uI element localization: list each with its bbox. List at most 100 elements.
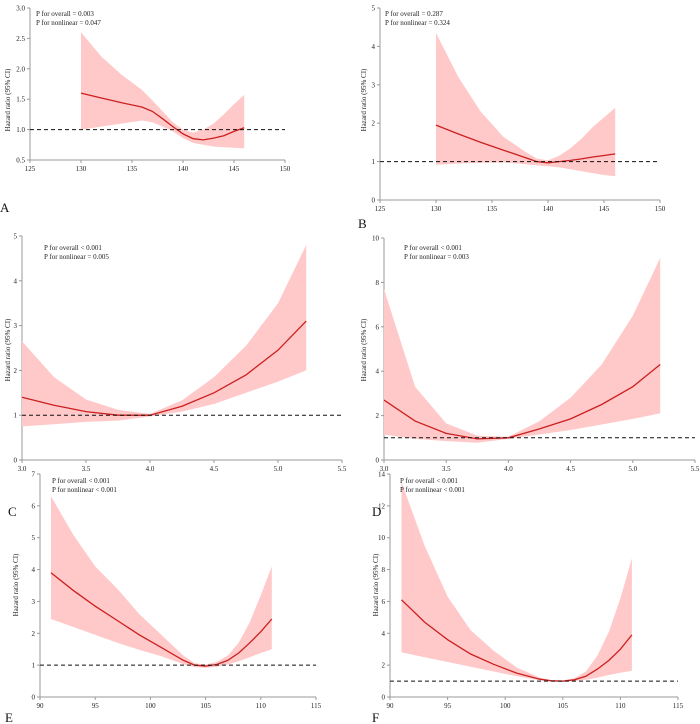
x-tick-label: 4.0	[146, 465, 155, 473]
y-tick-label: 2.5	[16, 35, 25, 43]
p-overall-label: P for overall < 0.001	[44, 244, 102, 252]
y-tick-label: 1	[32, 662, 36, 670]
y-tick-label: 6	[32, 502, 36, 510]
y-tick-label: 0	[14, 457, 18, 465]
x-tick-label: 150	[280, 165, 291, 173]
y-tick-label: 8	[382, 566, 386, 574]
confidence-band	[436, 33, 616, 177]
x-tick-label: 110	[615, 702, 626, 710]
y-tick-label: 3	[372, 81, 376, 89]
x-tick-label: 135	[127, 165, 138, 173]
x-tick-label: 5.5	[691, 465, 700, 473]
panel-a: 0.5 1.0 1.5 2.0 2.5 3.0 125 130 135 140 145 150 Haza…	[0, 5, 291, 216]
x-tick-label: 95	[444, 702, 452, 710]
x-tick-label: 4.5	[210, 465, 219, 473]
y-axis-label: Hazard ratio (95% CI)	[360, 318, 368, 381]
y-tick-label: 5	[14, 233, 18, 241]
x-tick-label: 130	[431, 205, 442, 213]
x-tick-label: 140	[543, 205, 554, 213]
x-tick-label: 115	[673, 702, 684, 710]
x-tick-label: 4.0	[504, 465, 513, 473]
x-tick-label: 100	[145, 702, 156, 710]
y-tick-label: 4	[382, 630, 386, 638]
p-nonlinear-label: P for nonlinear < 0.001	[52, 486, 117, 494]
x-tick-label: 95	[92, 702, 100, 710]
y-tick-label: 3.0	[16, 5, 25, 13]
y-axis-label: Hazard ratio (95% CI)	[372, 553, 380, 616]
confidence-band	[22, 245, 307, 427]
y-tick-label: 10	[378, 534, 386, 542]
p-nonlinear-label: P for nonlinear = 0.003	[404, 253, 469, 261]
panel-letter: F	[372, 710, 379, 724]
x-tick-label: 110	[256, 702, 267, 710]
y-tick-label: 2.0	[16, 65, 25, 73]
y-tick-label: 7	[32, 471, 36, 479]
p-nonlinear-label: P for nonlinear = 0.047	[36, 19, 101, 27]
x-tick-label: 115	[311, 702, 322, 710]
x-tick-label: 105	[558, 702, 569, 710]
y-tick-label: 4	[14, 277, 18, 285]
p-overall-label: P for overall < 0.001	[52, 477, 110, 485]
y-tick-label: 0	[372, 197, 376, 205]
y-tick-label: 6	[382, 598, 386, 606]
y-tick-label: 2	[14, 367, 18, 375]
hazard-ratio-line	[383, 363, 661, 440]
x-tick-label: 150	[655, 205, 666, 213]
x-tick-label: 90	[37, 702, 45, 710]
p-overall-label: P for overall < 0.001	[404, 244, 462, 252]
y-axis-label: Hazard ratio (95% CI)	[4, 318, 12, 381]
y-tick-label: 0	[376, 457, 380, 465]
panel-b: 0 1 2 3 4 5 125 130 135 140 145 150 Hazard ratio (95…	[358, 5, 666, 232]
y-axis-label: Hazard ratio (95% CI)	[4, 68, 12, 131]
x-tick-label: 100	[500, 702, 511, 710]
x-tick-label: 90	[387, 702, 395, 710]
panel-f: 0 2 4 6 8 10 12 14 90 95 100 105 110 115 Hazard ratio …	[372, 471, 684, 724]
p-overall-label: P for overall = 0.003	[36, 10, 94, 18]
panel-letter: D	[372, 504, 381, 519]
x-tick-label: 5.0	[274, 465, 283, 473]
y-tick-label: 2	[382, 662, 386, 670]
y-tick-label: 6	[376, 323, 380, 331]
panel-c: 0 1 2 3 4 5 3.0 3.5 4.0 4.5 5.0 5.5 Hazard ratio (95…	[4, 233, 347, 520]
p-nonlinear-label: P for nonlinear < 0.001	[400, 486, 465, 494]
p-nonlinear-label: P for nonlinear = 0.005	[44, 253, 109, 261]
p-overall-label: P for overall = 0.287	[385, 10, 443, 18]
y-tick-label: 4	[32, 566, 36, 574]
p-overall-label: P for overall < 0.001	[400, 477, 458, 485]
confidence-band	[51, 496, 272, 668]
y-tick-label: 3	[14, 322, 18, 330]
x-tick-label: 125	[375, 205, 386, 213]
y-axis-label: Hazard ratio (95% CI)	[360, 68, 368, 131]
y-tick-label: 0	[32, 694, 36, 702]
x-tick-label: 4.5	[566, 465, 575, 473]
hazard-ratio-line	[21, 320, 307, 416]
x-tick-label: 5.0	[628, 465, 637, 473]
p-nonlinear-label: P for nonlinear = 0.324	[385, 19, 450, 27]
panel-d: 0 2 4 6 8 10 3.0 3.5 4.0 4.5 5.0 5.5 Hazard ratio (9…	[360, 235, 700, 520]
x-tick-label: 3.0	[380, 465, 389, 473]
x-tick-label: 5.5	[338, 465, 347, 473]
panel-letter: E	[5, 710, 13, 724]
y-tick-label: 1.5	[16, 96, 25, 104]
x-tick-label: 145	[599, 205, 610, 213]
y-tick-label: 3	[32, 598, 36, 606]
panel-letter: B	[358, 216, 367, 231]
y-tick-label: 1	[372, 158, 376, 166]
y-tick-label: 2	[372, 120, 376, 128]
x-tick-label: 3.5	[442, 465, 451, 473]
x-tick-label: 125	[25, 165, 36, 173]
confidence-band	[384, 258, 661, 443]
x-tick-label: 3.0	[18, 465, 27, 473]
y-tick-label: 10	[372, 235, 380, 243]
confidence-band	[401, 482, 632, 682]
x-tick-label: 105	[200, 702, 211, 710]
x-tick-label: 145	[229, 165, 240, 173]
y-tick-label: 14	[378, 471, 386, 479]
x-tick-label: 3.5	[82, 465, 91, 473]
y-tick-label: 0.5	[16, 157, 25, 165]
y-tick-label: 12	[378, 502, 386, 510]
panel-letter: A	[0, 200, 10, 215]
confidence-band	[81, 32, 245, 149]
panel-e: 0 1 2 3 4 5 6 7 90 95 100 105 110 115 Hazard ratio (95…	[5, 471, 322, 724]
